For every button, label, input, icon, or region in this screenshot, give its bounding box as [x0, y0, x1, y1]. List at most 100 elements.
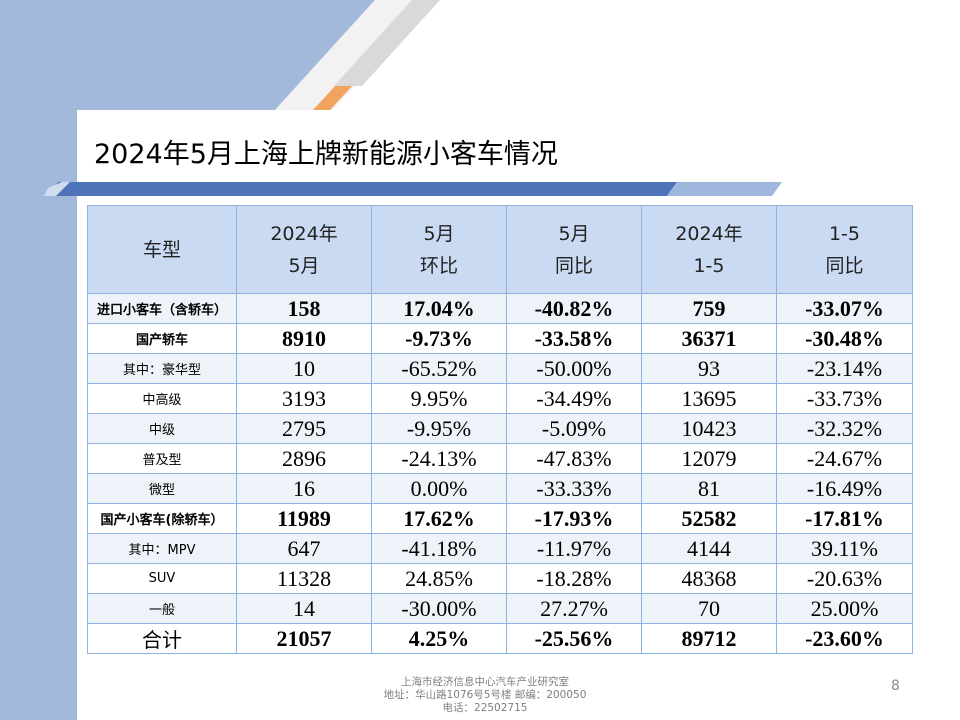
table-row: 中高级 3193 9.95% -34.49% 13695 -33.73%: [87, 383, 913, 414]
value-cell: 8910: [236, 323, 372, 354]
value-cell: 4144: [641, 533, 777, 564]
table-row: 普及型 2896 -24.13% -47.83% 12079 -24.67%: [87, 443, 913, 474]
value-cell: 48368: [641, 563, 777, 594]
header-cell: 车型: [87, 205, 237, 294]
value-cell: -34.49%: [506, 383, 642, 414]
value-cell: -33.07%: [776, 293, 913, 324]
value-cell: -23.60%: [776, 623, 913, 654]
value-cell: -65.52%: [371, 353, 507, 384]
row-type-cell: 普及型: [87, 443, 237, 474]
row-type-cell: 一般: [87, 593, 237, 624]
row-type-cell: 中高级: [87, 383, 237, 414]
value-cell: -16.49%: [776, 473, 913, 504]
value-cell: 52582: [641, 503, 777, 534]
table-row: 一般 14 -30.00% 27.27% 70 25.00%: [87, 593, 913, 624]
table-row: 微型 16 0.00% -33.33% 81 -16.49%: [87, 473, 913, 504]
value-cell: -24.13%: [371, 443, 507, 474]
value-cell: -17.81%: [776, 503, 913, 534]
value-cell: -23.14%: [776, 353, 913, 384]
value-cell: -47.83%: [506, 443, 642, 474]
header-cell: 2024年 5月: [236, 205, 372, 294]
header-cell: 5月环比: [371, 205, 507, 294]
header-line: 5月: [288, 254, 320, 277]
table-row: 国产轿车 8910 -9.73% -33.58% 36371 -30.48%: [87, 323, 913, 354]
footer-org: 上海市经济信息中心汽车产业研究室: [401, 676, 569, 688]
header-line: 车型: [142, 238, 181, 261]
value-cell: -5.09%: [506, 413, 642, 444]
header-line: 同比: [825, 254, 864, 277]
row-type-cell: 其中：豪华型: [87, 353, 237, 384]
row-type-cell: 国产小客车(除轿车）: [87, 503, 237, 534]
value-cell: -24.67%: [776, 443, 913, 474]
header-line: 同比: [554, 254, 593, 277]
value-cell: -40.82%: [506, 293, 642, 324]
value-cell: 158: [236, 293, 372, 324]
value-cell: 17.04%: [371, 293, 507, 324]
value-cell: 11989: [236, 503, 372, 534]
value-cell: -20.63%: [776, 563, 913, 594]
header-line: 1-5: [693, 254, 725, 277]
value-cell: 16: [236, 473, 372, 504]
value-cell: 70: [641, 593, 777, 624]
value-cell: -25.56%: [506, 623, 642, 654]
value-cell: 759: [641, 293, 777, 324]
value-cell: 24.85%: [371, 563, 507, 594]
value-cell: 10: [236, 353, 372, 384]
value-cell: 12079: [641, 443, 777, 474]
title-underline-blue: [48, 182, 677, 196]
value-cell: 25.00%: [776, 593, 913, 624]
value-cell: -18.28%: [506, 563, 642, 594]
row-type-cell: SUV: [87, 563, 237, 594]
header-line: 2024年: [675, 222, 743, 245]
top-left-panel: [0, 0, 375, 110]
row-type-cell: 合计: [87, 623, 237, 654]
table-row: 国产小客车(除轿车） 11989 17.62% -17.93% 52582 -17.81%: [87, 503, 913, 534]
value-cell: 14: [236, 593, 372, 624]
table-row: 其中：MPV 647 -41.18% -11.97% 4144 39.11%: [87, 533, 913, 564]
header-line: 环比: [419, 254, 458, 277]
header-cell: 1-5 同比: [776, 205, 913, 294]
value-cell: 647: [236, 533, 372, 564]
value-cell: 39.11%: [776, 533, 913, 564]
table-row: SUV 11328 24.85% -18.28% 48368 -20.63%: [87, 563, 913, 594]
value-cell: 13695: [641, 383, 777, 414]
page-number: 8: [891, 678, 900, 694]
value-cell: -17.93%: [506, 503, 642, 534]
value-cell: -30.48%: [776, 323, 913, 354]
row-type-cell: 国产轿车: [87, 323, 237, 354]
footer-phone: 电话：22502715: [442, 702, 528, 714]
data-table: 车型 2024年 5月 5月 环比 5月 同比 2024年 1-5 1-5 同比 进口小客…: [87, 205, 913, 654]
row-type-cell: 进口小客车（含轿车）: [87, 293, 237, 324]
header-line: 2024年: [270, 222, 338, 245]
value-cell: 2795: [236, 413, 372, 444]
header-line: 1-5: [828, 222, 861, 245]
value-cell: 9.95%: [371, 383, 507, 414]
value-cell: 93: [641, 353, 777, 384]
table-body: 进口小客车（含轿车） 158 17.04% -40.82% 759 -33.07% 国产轿车…: [87, 293, 913, 654]
value-cell: 3193: [236, 383, 372, 414]
value-cell: 89712: [641, 623, 777, 654]
table-header-row: 车型 2024年 5月 5月 环比 5月 同比 2024年 1-5 1-5 同比: [87, 205, 913, 294]
footer-contact: 上海市经济信息中心汽车产业研究室 地址：华山路1076号5号楼 邮编：20005…: [330, 676, 640, 715]
value-cell: -41.18%: [371, 533, 507, 564]
table-row: 合计 21057 4.25% -25.56% 89712 -23.60%: [87, 623, 913, 654]
value-cell: 17.62%: [371, 503, 507, 534]
grey-diagonal-stripe: [334, 0, 440, 86]
value-cell: -30.00%: [371, 593, 507, 624]
header-line: 5月: [558, 222, 590, 245]
value-cell: -11.97%: [506, 533, 642, 564]
table-row: 其中：豪华型 10 -65.52% -50.00% 93 -23.14%: [87, 353, 913, 384]
value-cell: 2896: [236, 443, 372, 474]
value-cell: 21057: [236, 623, 372, 654]
value-cell: -32.32%: [776, 413, 913, 444]
header-cell: 2024年 1-5: [641, 205, 777, 294]
value-cell: 0.00%: [371, 473, 507, 504]
header-line: 5月: [423, 222, 455, 245]
value-cell: -33.58%: [506, 323, 642, 354]
table-row: 进口小客车（含轿车） 158 17.04% -40.82% 759 -33.07%: [87, 293, 913, 324]
value-cell: 11328: [236, 563, 372, 594]
header-cell: 5月同比: [506, 205, 642, 294]
value-cell: -33.73%: [776, 383, 913, 414]
value-cell: -33.33%: [506, 473, 642, 504]
